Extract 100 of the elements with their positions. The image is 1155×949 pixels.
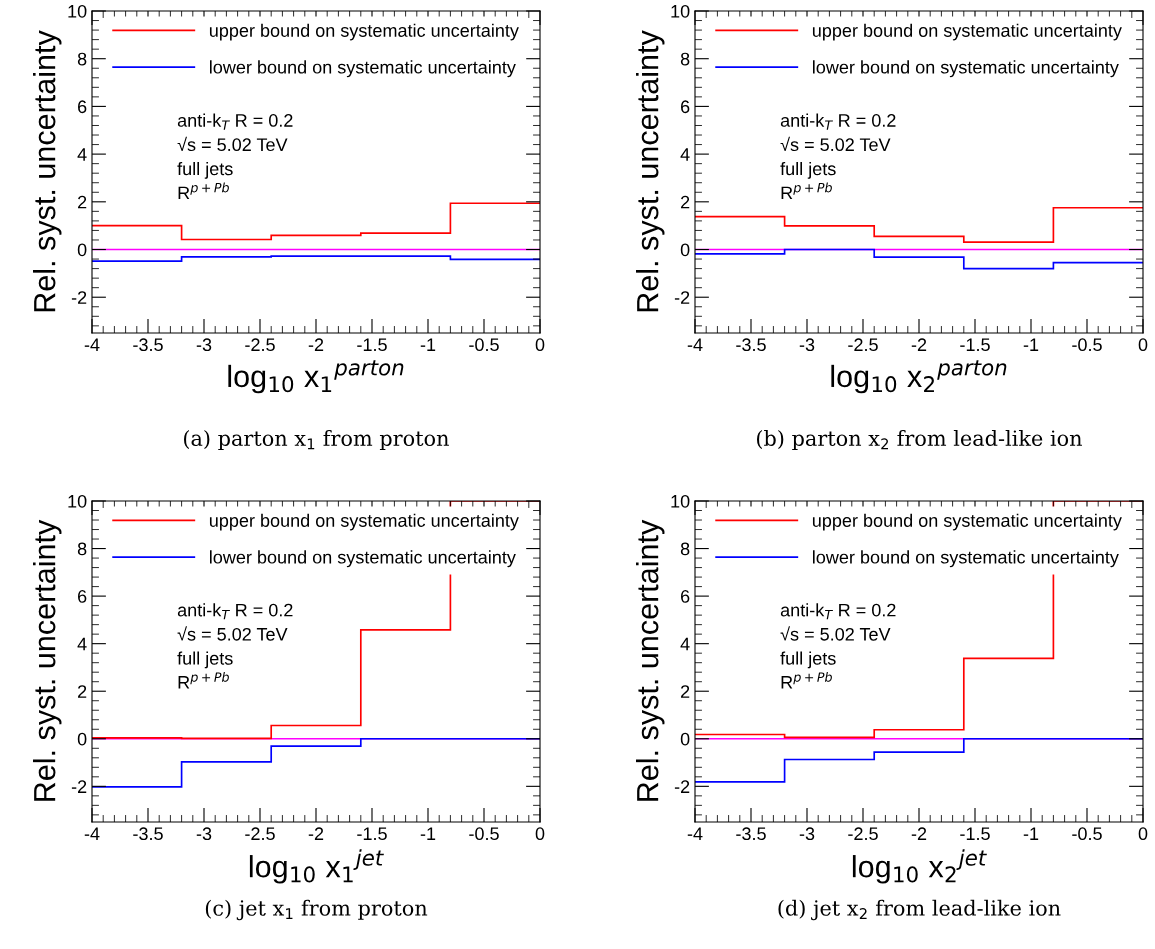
x-tick-label: -2 <box>911 827 927 840</box>
y-tick-label: 2 <box>681 195 690 209</box>
x-tick-label: 0 <box>1138 827 1148 841</box>
x-tick-label: -0.5 <box>469 827 499 841</box>
x-tick-label: -2 <box>911 338 927 351</box>
legend-label: upper bound on systematic uncertainty <box>812 23 1122 41</box>
x-tick-label: -0.5 <box>469 338 499 352</box>
annotation: full jets <box>177 161 233 179</box>
x-tick-label: 0 <box>535 827 545 841</box>
x-axis-title: log$_{10}$ x$_{2}$$^{parton}$ <box>831 360 1007 394</box>
annotation: √s = 5.02 TeV <box>177 136 288 152</box>
y-tick-label: 4 <box>680 148 690 161</box>
x-tick-label: -2.5 <box>245 338 275 352</box>
annotation: full jets <box>780 651 836 669</box>
x-tick-label: -1.5 <box>357 827 387 841</box>
x-tick-label: -1 <box>1023 827 1039 840</box>
x-tick-label: -2.5 <box>848 338 878 352</box>
y-tick-label: 0 <box>680 732 690 746</box>
x-tick-label: -3.5 <box>736 827 766 841</box>
x-tick-label: -3 <box>799 827 815 841</box>
y-tick-label: 0 <box>680 243 690 257</box>
text: (d) jet x$_{2}$ from lead-like ion <box>778 899 1061 921</box>
legend-label: lower bound on systematic uncertainty <box>813 550 1119 568</box>
y-tick-label: 0 <box>77 243 87 257</box>
y-tick-label: 10 <box>68 494 87 508</box>
y-tick-label: 6 <box>681 100 690 114</box>
annotation: anti-k$_{T}$ R = 0.2 <box>780 603 896 620</box>
legend-label: lower bound on systematic uncertainty <box>210 550 516 568</box>
x-tick-label: -4 <box>687 338 703 351</box>
x-tick-label: -1.5 <box>357 338 387 352</box>
text: (c) jet x$_{1}$ from proton <box>205 899 428 921</box>
y-tick-label: 4 <box>680 637 690 651</box>
x-tick-label: -3 <box>196 827 212 841</box>
y-tick-label: 6 <box>681 590 690 603</box>
x-tick-label: -1 <box>1023 338 1039 351</box>
y-tick-label: -2 <box>674 780 690 793</box>
annotation: √s = 5.02 TeV <box>177 626 288 641</box>
text: (a) parton x$_{1}$ from proton <box>184 429 449 451</box>
y-tick-label: 10 <box>671 494 690 508</box>
y-tick-label: -2 <box>674 291 690 304</box>
x-tick-label: 0 <box>1138 338 1148 352</box>
x-tick-label: -1 <box>420 338 436 351</box>
y-tick-label: 2 <box>681 685 690 698</box>
y-tick-label: -2 <box>71 780 87 793</box>
annotation: R$^{p+Pb}$ <box>178 672 229 689</box>
annotation: anti-k$_{T}$ R = 0.2 <box>177 113 293 130</box>
legend-label: upper bound on systematic uncertainty <box>209 513 519 531</box>
y-tick-label: 0 <box>77 732 87 746</box>
x-tick-label: -0.5 <box>1072 827 1102 841</box>
annotation: R$^{p+Pb}$ <box>781 182 832 200</box>
x-tick-label: -3 <box>799 338 815 352</box>
y-axis-title: Rel. syst. uncertainty <box>33 30 62 312</box>
legend-label: upper bound on systematic uncertainty <box>209 23 519 41</box>
annotation: anti-k$_{T}$ R = 0.2 <box>780 113 896 130</box>
annotation: R$^{p+Pb}$ <box>781 672 832 689</box>
legend-label: lower bound on systematic uncertainty <box>210 60 516 78</box>
y-tick-label: 4 <box>77 637 87 651</box>
x-axis-title: log$_{10}$ x$_{1}$$^{parton}$ <box>228 360 404 394</box>
y-tick-label: 10 <box>68 4 87 18</box>
annotation: √s = 5.02 TeV <box>780 626 891 641</box>
x-tick-label: -3.5 <box>133 338 163 352</box>
x-tick-label: -2.5 <box>245 827 275 841</box>
x-axis-title: log$_{10}$ x$_{2}$$^{jet}$ <box>852 849 987 884</box>
x-axis-title: log$_{10}$ x$_{1}$$^{jet}$ <box>249 849 384 884</box>
y-tick-label: 10 <box>671 4 690 18</box>
y-tick-label: -2 <box>71 291 87 304</box>
y-tick-label: 8 <box>680 52 690 66</box>
y-tick-label: 4 <box>77 148 87 161</box>
x-tick-label: -2 <box>308 827 324 840</box>
y-axis-title: Rel. syst. uncertainty <box>33 519 62 801</box>
y-tick-label: 6 <box>78 100 87 114</box>
x-tick-label: -0.5 <box>1072 338 1102 352</box>
y-tick-label: 2 <box>78 195 87 209</box>
x-tick-label: -2.5 <box>848 827 878 841</box>
y-tick-label: 6 <box>78 590 87 603</box>
x-tick-label: -2 <box>308 338 324 351</box>
annotation: full jets <box>177 651 233 669</box>
y-axis-title: Rel. syst. uncertainty <box>636 30 665 312</box>
text: (b) parton x$_{2}$ from lead-like ion <box>757 429 1082 451</box>
annotation: √s = 5.02 TeV <box>780 136 891 152</box>
x-tick-label: -3.5 <box>133 827 163 841</box>
x-tick-label: -4 <box>84 338 100 351</box>
y-axis-title: Rel. syst. uncertainty <box>636 519 665 801</box>
x-tick-label: 0 <box>535 338 545 352</box>
y-tick-label: 8 <box>77 52 87 66</box>
x-tick-label: -3 <box>196 338 212 352</box>
annotation: full jets <box>780 161 836 179</box>
x-tick-label: -4 <box>84 827 100 840</box>
annotation: anti-k$_{T}$ R = 0.2 <box>177 603 293 620</box>
y-tick-label: 8 <box>77 542 87 556</box>
y-tick-label: 2 <box>78 685 87 698</box>
legend-label: lower bound on systematic uncertainty <box>813 60 1119 78</box>
x-tick-label: -1.5 <box>960 338 990 352</box>
annotation: R$^{p+Pb}$ <box>178 182 229 200</box>
legend-label: upper bound on systematic uncertainty <box>812 513 1122 531</box>
x-tick-label: -1.5 <box>960 827 990 841</box>
x-tick-label: -1 <box>420 827 436 840</box>
x-tick-label: -3.5 <box>736 338 766 352</box>
y-tick-label: 8 <box>680 542 690 556</box>
x-tick-label: -4 <box>687 827 703 840</box>
